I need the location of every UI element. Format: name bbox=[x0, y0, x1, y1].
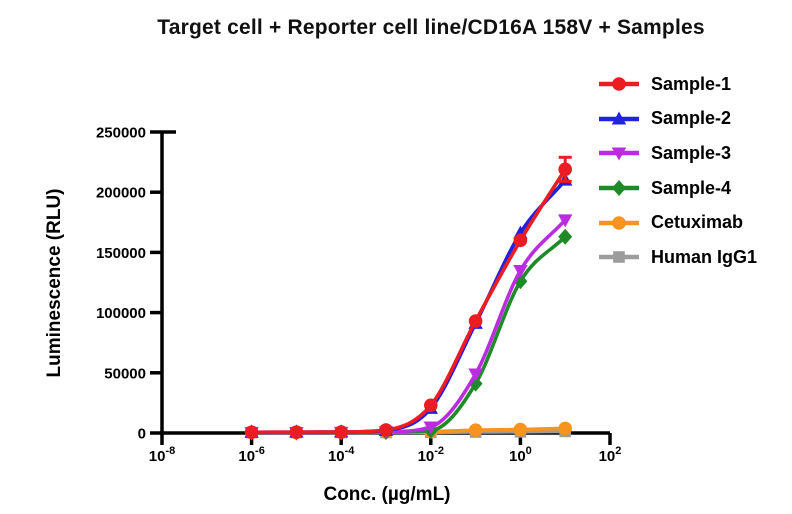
legend-label: Cetuximab bbox=[651, 212, 744, 233]
legend-item-human-igg1: Human IgG1 bbox=[596, 240, 757, 275]
series-curve-sample-3 bbox=[249, 218, 567, 435]
legend-label: Sample-4 bbox=[651, 177, 732, 198]
y-axis-title: Luminescence (RLU) bbox=[44, 189, 65, 378]
x-tick-label: 100 bbox=[509, 445, 532, 465]
legend-marker-glyph-cetuximab bbox=[612, 215, 626, 230]
y-tick-label: 50000 bbox=[104, 365, 146, 382]
y-tick-label: 200000 bbox=[96, 185, 146, 202]
x-axis-title: Conc. (µg/mL) bbox=[323, 484, 450, 505]
legend-item-sample-2: Sample-2 bbox=[596, 102, 757, 137]
series-curve-sample-1 bbox=[249, 167, 567, 435]
legend-label: Human IgG1 bbox=[651, 246, 758, 267]
data-point-sample-3 bbox=[423, 421, 438, 435]
chart-title: Target cell + Reporter cell line/CD16A 1… bbox=[157, 16, 705, 39]
legend-label: Sample-3 bbox=[651, 142, 732, 163]
legend-marker-human-igg1 bbox=[599, 251, 639, 264]
x-tick-label: 10-6 bbox=[238, 445, 264, 465]
data-point-sample-3 bbox=[558, 214, 573, 228]
legend-marker-sample-1 bbox=[599, 77, 639, 92]
data-point-sample-1 bbox=[468, 314, 483, 328]
legend-marker-glyph-sample-1 bbox=[612, 77, 626, 92]
legend-marker-glyph-sample-2 bbox=[611, 111, 627, 125]
tick-labels: 0 50000 100000 150000 200000 250000 10-8 10-6 10… bbox=[96, 125, 621, 466]
x-tick-label: 102 bbox=[599, 445, 622, 465]
data-point-sample-1 bbox=[289, 425, 304, 439]
data-point-cetuximab bbox=[468, 423, 483, 438]
data-point-cetuximab bbox=[558, 421, 572, 436]
series-layer bbox=[244, 155, 573, 441]
data-point-sample-3 bbox=[513, 264, 528, 278]
data-point-sample-1 bbox=[424, 398, 438, 413]
x-tick-label: 10-4 bbox=[328, 445, 355, 465]
legend-marker-sample-2 bbox=[599, 111, 639, 125]
y-tick-label: 250000 bbox=[96, 125, 146, 142]
legend-marker-glyph-sample-3 bbox=[611, 147, 627, 161]
data-point-sample-3 bbox=[468, 368, 483, 382]
legend-marker-glyph-human-igg1 bbox=[613, 251, 625, 264]
legend: Sample-1 Sample-2 Sample-3 Sample-4 Cetuxima… bbox=[596, 67, 757, 275]
x-tick-label: 10-2 bbox=[418, 445, 444, 465]
legend-item-sample-4: Sample-4 bbox=[596, 171, 757, 206]
data-point-sample-1 bbox=[558, 162, 572, 177]
legend-marker-sample-4 bbox=[599, 180, 639, 197]
legend-item-sample-1: Sample-1 bbox=[596, 67, 757, 102]
data-point-cetuximab bbox=[513, 422, 528, 437]
legend-marker-glyph-sample-4 bbox=[612, 180, 626, 197]
data-point-sample-1 bbox=[244, 425, 259, 440]
y-tick-label: 150000 bbox=[96, 245, 146, 262]
series-curve-sample-2 bbox=[249, 178, 567, 435]
data-point-sample-1 bbox=[334, 425, 349, 439]
legend-item-sample-3: Sample-3 bbox=[596, 136, 757, 171]
y-tick-label: 0 bbox=[138, 426, 146, 443]
legend-label: Sample-2 bbox=[651, 108, 732, 129]
data-point-sample-4 bbox=[558, 228, 573, 245]
legend-marker-cetuximab bbox=[599, 215, 639, 230]
legend-item-cetuximab: Cetuximab bbox=[596, 205, 757, 240]
axes bbox=[150, 130, 612, 445]
y-tick-label: 100000 bbox=[96, 305, 146, 322]
data-point-sample-1 bbox=[513, 233, 528, 248]
legend-marker-sample-3 bbox=[599, 147, 639, 161]
legend-label: Sample-1 bbox=[651, 73, 732, 94]
data-point-sample-1 bbox=[379, 423, 393, 437]
x-tick-label: 10-8 bbox=[149, 445, 175, 465]
